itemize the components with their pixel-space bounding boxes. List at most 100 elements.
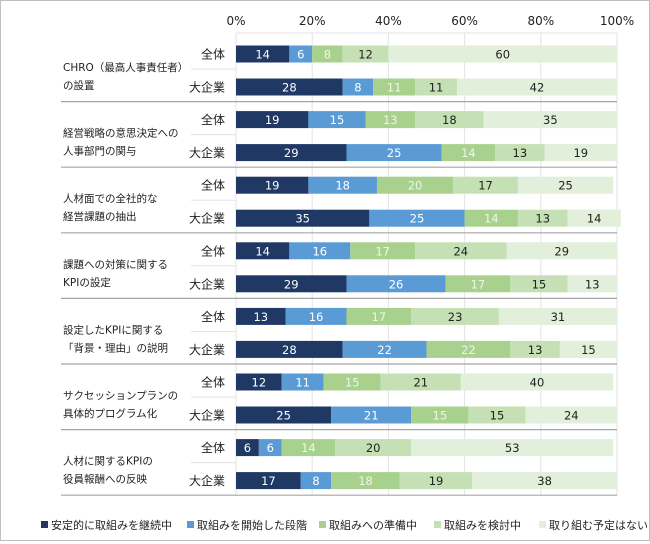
row-label: 大企業 (189, 211, 225, 226)
data-label: 25 (410, 212, 425, 226)
bar-segment (236, 242, 290, 260)
bar-segment (373, 78, 416, 96)
data-label: 25 (558, 179, 573, 193)
data-label: 29 (284, 277, 299, 291)
bar-segment (525, 406, 617, 424)
data-label: 14 (484, 212, 499, 226)
category-label: 「背景・理由」の説明 (63, 341, 168, 354)
data-label: 22 (461, 343, 476, 357)
x-tick-label: 100% (600, 14, 634, 28)
data-label: 20 (366, 441, 381, 455)
data-label: 60 (495, 48, 510, 62)
category-label: 人材面での全社的な (63, 192, 158, 205)
legend-label: 取り組む予定はない (549, 518, 648, 532)
category-label: 経営戦略の意思決定への (63, 127, 179, 140)
data-label: 14 (255, 48, 270, 62)
data-label: 13 (513, 146, 528, 160)
bar-segment (285, 307, 347, 325)
data-label: 15 (532, 277, 547, 291)
data-label: 15 (581, 343, 596, 357)
row-label: 全体 (201, 375, 225, 390)
bar-segment (236, 111, 309, 129)
data-label: 31 (551, 310, 566, 324)
bar-segment (342, 340, 427, 358)
data-label: 13 (383, 113, 398, 127)
data-label: 29 (554, 244, 569, 258)
legend-label: 安定的に取組みを継続中 (51, 518, 172, 532)
bar-segment (506, 242, 617, 260)
bar-segment (411, 406, 469, 424)
bar-segment (456, 78, 617, 96)
data-label: 35 (295, 212, 310, 226)
data-label: 42 (530, 81, 545, 95)
data-label: 21 (413, 376, 428, 390)
bar-segment (517, 176, 614, 194)
bar-segment (289, 45, 313, 63)
bar-segment (323, 373, 381, 391)
data-label: 23 (448, 310, 463, 324)
data-label: 53 (505, 441, 520, 455)
bar-segment (483, 111, 617, 129)
bar-segment (308, 176, 377, 194)
bar-segment (236, 275, 347, 293)
data-label: 6 (244, 441, 251, 455)
data-label: 12 (358, 48, 373, 62)
category-label: サクセッションプランの (63, 390, 178, 402)
row-label: 全体 (201, 440, 225, 455)
bar-segment (236, 439, 259, 457)
bar-segment (510, 275, 568, 293)
bar-segment (380, 373, 461, 391)
category-label: 経営課題の抽出 (63, 210, 137, 223)
bar-segment (350, 242, 416, 260)
bar-segment (376, 176, 454, 194)
bar-segment (331, 472, 400, 490)
data-label: 17 (261, 474, 276, 488)
data-label: 18 (335, 179, 350, 193)
x-tick-label: 0% (226, 14, 245, 28)
data-label: 38 (537, 474, 552, 488)
row-label: 大企業 (189, 408, 225, 423)
data-label: 15 (330, 113, 345, 127)
data-label: 18 (358, 474, 373, 488)
data-label: 8 (324, 48, 331, 62)
data-label: 20 (408, 179, 423, 193)
bar-segment (236, 406, 332, 424)
legend-label: 取組みを検討中 (444, 518, 521, 532)
data-label: 24 (453, 244, 468, 258)
legend-swatch (434, 521, 441, 528)
data-label: 21 (364, 409, 379, 423)
data-label: 19 (429, 474, 444, 488)
row-label: 全体 (201, 112, 225, 127)
bar-segment (415, 78, 457, 96)
x-tick-label: 20% (299, 14, 326, 28)
row-label: 全体 (201, 309, 225, 324)
row-label: 全体 (201, 47, 225, 62)
data-label: 40 (530, 376, 545, 390)
category-label: KPIの設定 (63, 276, 111, 289)
bar-segment (236, 45, 290, 63)
data-label: 35 (543, 113, 558, 127)
bar-segment (567, 275, 617, 293)
bar-segment (236, 472, 301, 490)
bar-segment (510, 340, 560, 358)
data-label: 16 (309, 310, 324, 324)
row-label: 大企業 (189, 473, 225, 488)
data-label: 19 (573, 146, 588, 160)
bar-segment (281, 439, 336, 457)
bar-segment (411, 439, 614, 457)
data-label: 6 (267, 441, 274, 455)
category-label: 人材に関するKPIの (63, 455, 153, 468)
category-label: の設置 (63, 79, 95, 92)
data-label: 8 (354, 81, 361, 95)
bar-segment (464, 209, 518, 227)
data-label: 19 (265, 113, 280, 127)
bar-segment (426, 340, 511, 358)
bar-segment (236, 209, 370, 227)
legend-swatch (187, 521, 194, 528)
data-label: 19 (265, 179, 280, 193)
data-label: 17 (375, 244, 390, 258)
bar-segment (342, 45, 389, 63)
bar-segment (342, 78, 374, 96)
bar-segment (289, 242, 351, 260)
